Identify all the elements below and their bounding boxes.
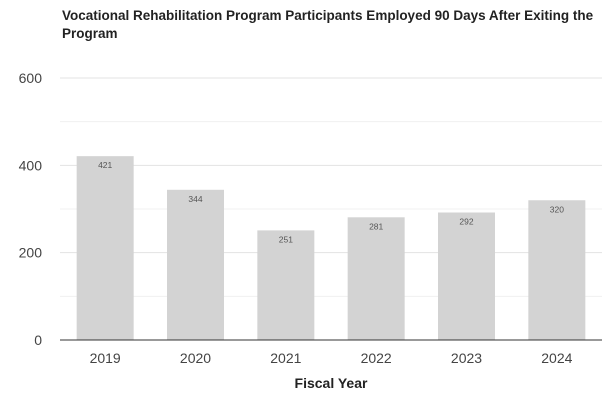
y-tick-label: 200	[19, 245, 43, 261]
data-label-2024: 320	[550, 204, 564, 214]
y-tick-label: 400	[19, 157, 43, 173]
y-tick-label: 0	[34, 332, 42, 348]
y-axis-ticks: 0 200 400 600	[19, 70, 43, 348]
data-label-2021: 251	[279, 234, 293, 244]
bar-2022	[347, 217, 405, 340]
x-axis-ticks: 2019 2020 2021 2022 2023 2024	[90, 350, 573, 366]
bar-2024	[528, 200, 586, 340]
x-tick-label-2021: 2021	[270, 350, 301, 366]
data-label-2019: 421	[98, 160, 112, 170]
bar-2023	[438, 212, 495, 340]
bar-2019	[76, 156, 134, 340]
x-tick-label-2024: 2024	[541, 350, 572, 366]
y-tick-label: 600	[19, 70, 43, 86]
x-tick-label-2022: 2022	[361, 350, 392, 366]
data-label-2023: 292	[459, 216, 473, 226]
bar-2021	[257, 230, 315, 340]
x-tick-label-2019: 2019	[90, 350, 121, 366]
chart-title: Vocational Rehabilitation Program Partic…	[62, 8, 594, 41]
x-tick-label-2020: 2020	[180, 350, 211, 366]
data-label-2022: 281	[369, 221, 383, 231]
bar-2020	[167, 189, 224, 340]
gridlines	[60, 77, 602, 297]
x-tick-label-2023: 2023	[451, 350, 482, 366]
data-label-2020: 344	[188, 194, 202, 204]
x-axis-title: Fiscal Year	[295, 375, 368, 391]
bars	[76, 156, 586, 340]
data-labels: 421 344 251 281 292 320	[98, 160, 564, 244]
